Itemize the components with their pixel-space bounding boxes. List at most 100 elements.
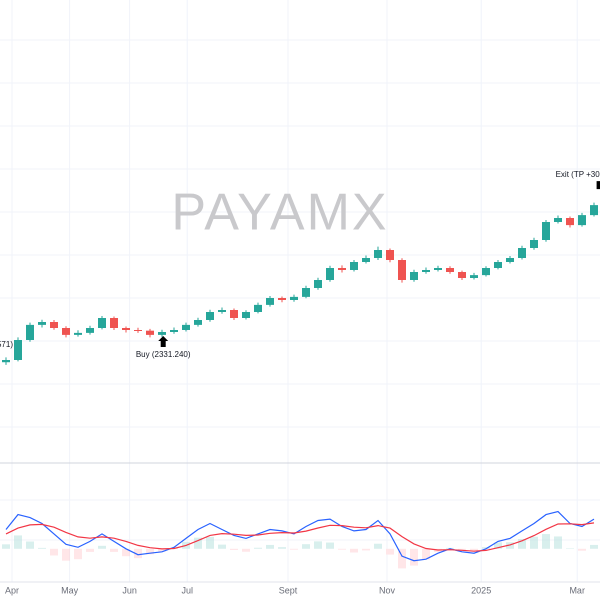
x-tick-label: May xyxy=(61,585,79,595)
histogram-bar xyxy=(392,548,394,555)
histogram-bar xyxy=(282,547,284,549)
histogram-bar xyxy=(162,548,164,552)
histogram-bar xyxy=(224,544,226,549)
candle-body xyxy=(254,304,262,312)
histogram-bar xyxy=(596,544,598,549)
x-tick-label: Sept xyxy=(279,585,298,595)
histogram-bar xyxy=(218,544,220,549)
histogram-bar xyxy=(98,545,100,549)
histogram-bar xyxy=(412,548,414,566)
histogram-bar xyxy=(110,548,112,552)
histogram-bar xyxy=(402,548,404,569)
histogram-bar xyxy=(474,548,476,551)
histogram-bar xyxy=(260,547,262,549)
histogram-bar xyxy=(554,536,556,549)
histogram-bar xyxy=(332,542,334,549)
histogram-bar xyxy=(314,541,316,549)
histogram-bar xyxy=(546,534,548,549)
candle-body xyxy=(122,328,130,330)
histogram-bar xyxy=(212,536,214,549)
histogram-bar xyxy=(404,548,406,569)
histogram-bar xyxy=(458,548,460,551)
candle-body xyxy=(26,324,34,340)
histogram-bar xyxy=(210,536,212,549)
exit-marker xyxy=(596,181,600,190)
histogram-bar xyxy=(488,547,490,549)
histogram-bar xyxy=(422,548,424,560)
histogram-bar xyxy=(460,548,462,551)
histogram-bar xyxy=(470,548,472,551)
candle-body xyxy=(314,280,322,288)
candle-body xyxy=(266,298,274,305)
histogram-bar xyxy=(326,542,328,549)
histogram-bar xyxy=(136,548,138,559)
histogram-bar xyxy=(198,537,200,549)
histogram-bar xyxy=(220,544,222,549)
histogram-bar xyxy=(450,547,452,549)
histogram-bar xyxy=(386,548,388,555)
histogram-bar xyxy=(556,536,558,549)
histogram-bar xyxy=(200,537,202,549)
annotation-label: Buy (2331.240) xyxy=(136,350,191,359)
histogram-bar xyxy=(54,548,56,556)
histogram-bar xyxy=(52,548,54,556)
histogram-bar xyxy=(366,548,368,551)
histogram-bar xyxy=(448,547,450,549)
candle-body xyxy=(278,298,286,300)
histogram-bar xyxy=(356,548,358,553)
histogram-bar xyxy=(256,547,258,549)
histogram-bar xyxy=(316,541,318,549)
histogram-bar xyxy=(232,548,234,550)
candle-body xyxy=(74,332,82,335)
histogram-bar xyxy=(328,542,330,549)
histogram-bar xyxy=(340,548,342,550)
histogram-bar xyxy=(464,548,466,551)
histogram-bar xyxy=(16,535,18,549)
histogram-bar xyxy=(578,548,580,551)
histogram-bar xyxy=(208,536,210,549)
histogram-bar xyxy=(520,538,522,549)
histogram-bar xyxy=(512,542,514,549)
histogram-bar xyxy=(410,548,412,566)
candle-body xyxy=(470,275,478,278)
histogram-bar xyxy=(306,544,308,549)
histogram-bar xyxy=(248,548,250,552)
histogram-bar xyxy=(114,548,116,552)
histogram-bar xyxy=(206,536,208,549)
histogram-bar xyxy=(230,548,232,550)
histogram-bar xyxy=(544,534,546,549)
histogram-bar xyxy=(536,536,538,549)
histogram-bar xyxy=(32,541,34,549)
candle-body xyxy=(386,250,394,260)
histogram-bar xyxy=(78,548,80,560)
histogram-bar xyxy=(592,544,594,549)
histogram-bar xyxy=(90,548,92,552)
histogram-bar xyxy=(496,542,498,549)
histogram-bar xyxy=(76,548,78,560)
histogram-bar xyxy=(272,544,274,549)
histogram-bar xyxy=(558,536,560,549)
histogram-bar xyxy=(128,548,130,557)
histogram-bar xyxy=(352,548,354,553)
histogram-bar xyxy=(584,548,586,551)
candle-body xyxy=(182,324,190,330)
histogram-bar xyxy=(362,548,364,551)
histogram-bar xyxy=(140,548,142,559)
histogram-bar xyxy=(462,548,464,551)
histogram-bar xyxy=(302,544,304,549)
candle-body xyxy=(422,270,430,272)
candle-body xyxy=(302,288,310,297)
histogram-bar xyxy=(452,547,454,549)
histogram-bar xyxy=(582,548,584,551)
candle-body xyxy=(578,215,586,226)
histogram-bar xyxy=(378,543,380,549)
histogram-bar xyxy=(280,547,282,549)
histogram-bar xyxy=(400,548,402,569)
candle-body xyxy=(362,258,370,262)
histogram-bar xyxy=(56,548,58,556)
histogram-bar xyxy=(330,542,332,549)
histogram-bar xyxy=(138,548,140,559)
candle-body xyxy=(326,268,334,280)
histogram-bar xyxy=(498,542,500,549)
indicator-line xyxy=(5,522,595,552)
